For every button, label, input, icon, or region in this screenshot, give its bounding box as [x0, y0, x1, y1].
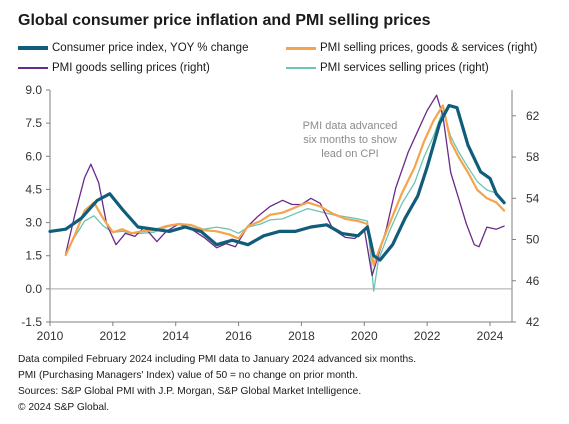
- chart-series-lines: [48, 94, 506, 292]
- legend-item-pmi-goods-services: PMI selling prices, goods & services (ri…: [286, 42, 537, 54]
- y-left-tick-label: 7.5: [25, 116, 42, 130]
- cpi-line: [48, 103, 506, 262]
- y-right-tick-label: 54: [526, 191, 540, 205]
- annotation-line-3: lead on CPI: [321, 148, 378, 160]
- note-copyright: © 2024 S&P Global.: [18, 402, 110, 413]
- x-tick-label: 2014: [162, 329, 189, 343]
- x-tick-label: 2016: [225, 329, 252, 343]
- y-left-tick-label: 9.0: [25, 83, 42, 97]
- pmi-goods-services-line: [64, 104, 506, 267]
- y-left-tick-label: 6.0: [25, 149, 42, 163]
- x-tick-label: 2012: [100, 329, 127, 343]
- x-tick-label: 2022: [414, 329, 441, 343]
- y-right-tick-label: 50: [526, 233, 540, 247]
- annotation-line-2: six months to show: [303, 134, 397, 146]
- annotation-line-1: PMI data advanced: [303, 120, 398, 132]
- note-pmi-definition: PMI (Purchasing Managers' Index) value o…: [18, 370, 358, 381]
- legend-label-cpi: Consumer price index, YOY % change: [52, 42, 249, 54]
- legend-label-pmi-goods-services: PMI selling prices, goods & services (ri…: [320, 42, 538, 54]
- x-tick-label: 2024: [477, 329, 504, 343]
- legend-swatch-pmi-services: [286, 67, 316, 69]
- legend-item-pmi-goods: PMI goods selling prices (right): [18, 62, 210, 74]
- x-tick-label: 2018: [288, 329, 315, 343]
- y-right-tick-label: 62: [526, 109, 540, 123]
- y-left-tick-label: -1.5: [21, 315, 42, 329]
- y-right-tick-label: 58: [526, 150, 540, 164]
- legend-swatch-cpi: [18, 46, 48, 50]
- note-sources: Sources: S&P Global PMI with J.P. Morgan…: [18, 386, 362, 397]
- legend-swatch-pmi-goods: [18, 67, 48, 69]
- legend-item-cpi: Consumer price index, YOY % change: [18, 42, 248, 54]
- legend-item-pmi-services: PMI services selling prices (right): [286, 62, 489, 74]
- y-left-tick-label: 0.0: [25, 282, 42, 296]
- y-right-tick-label: 46: [526, 274, 540, 288]
- y-left-tick-label: 1.5: [25, 249, 42, 263]
- y-left-tick-label: 3.0: [25, 216, 42, 230]
- legend-label-pmi-goods: PMI goods selling prices (right): [52, 62, 210, 74]
- chart-notes: Data compiled February 2024 including PM…: [18, 352, 416, 416]
- legend-swatch-pmi-goods-services: [286, 46, 316, 50]
- x-tick-label: 2010: [37, 329, 64, 343]
- chart-axes: -1.5 0.0 1.5 3.0 4.5 6.0 7.5 9.0 42 46 50 54 58 62 201…: [21, 83, 539, 343]
- chart-title: Global consumer price inflation and PMI …: [18, 12, 431, 29]
- y-left-tick-label: 4.5: [25, 182, 42, 196]
- note-data-compiled: Data compiled February 2024 including PM…: [18, 354, 417, 365]
- y-right-tick-label: 42: [526, 315, 540, 329]
- legend-label-pmi-services: PMI services selling prices (right): [320, 62, 489, 74]
- x-tick-label: 2020: [351, 329, 378, 343]
